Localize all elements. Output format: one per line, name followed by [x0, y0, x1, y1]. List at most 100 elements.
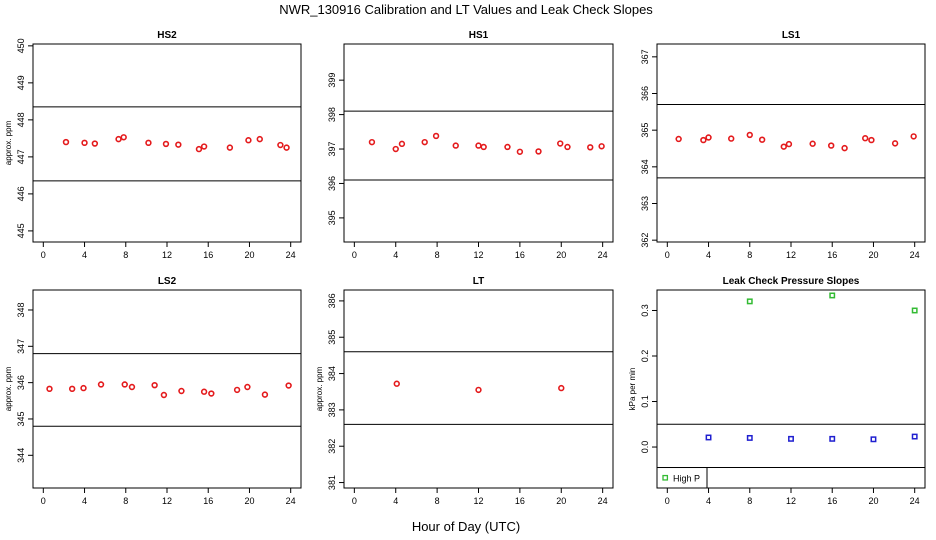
data-point	[283, 144, 290, 151]
y-axis-label: approx. ppm	[4, 366, 13, 411]
y-tick-label: 345	[16, 411, 26, 426]
y-tick-label: 397	[327, 142, 337, 157]
x-tick-label: 24	[598, 250, 608, 260]
data-point	[788, 435, 794, 442]
y-tick-label: 445	[16, 223, 26, 238]
data-point	[675, 135, 682, 143]
data-point	[587, 144, 594, 151]
plot-frame	[656, 289, 926, 489]
y-tick-label: 385	[327, 330, 337, 345]
y-tick-label: 0.0	[640, 441, 650, 454]
y-tick-label: 381	[327, 475, 337, 490]
x-tick-label: 20	[244, 250, 254, 260]
legend-label: High P	[673, 473, 700, 483]
data-point	[178, 387, 185, 395]
y-tick-label: 366	[640, 86, 650, 101]
data-point	[516, 148, 524, 155]
panel-lt: LT 0 4 8 12 16 20 24 381 382 383 384 385 386 approx. p…	[315, 276, 614, 506]
y-tick-label: 363	[640, 196, 650, 211]
y-tick-label: 449	[16, 75, 26, 90]
data-point	[504, 143, 511, 151]
y-axis-label: approx. ppm	[315, 366, 324, 411]
y-tick-label: 447	[16, 149, 26, 164]
data-point	[208, 390, 215, 397]
x-tick-label: 20	[244, 496, 254, 506]
data-point	[233, 386, 241, 394]
panel-title: Leak Check Pressure Slopes	[723, 276, 860, 287]
data-point	[558, 384, 565, 392]
data-point	[46, 385, 53, 393]
x-tick-label: 20	[868, 496, 878, 506]
series	[746, 292, 918, 314]
data-point	[700, 136, 707, 144]
x-tick-label: 12	[786, 250, 796, 260]
panel-title: LT	[473, 276, 484, 287]
y-tick-label: 446	[16, 186, 26, 201]
y-tick-label: 348	[16, 302, 26, 317]
y-tick-label: 395	[327, 210, 337, 225]
y-axis-label: kPa per min	[628, 368, 637, 411]
data-point	[245, 137, 252, 144]
x-tick-label: 4	[706, 250, 711, 260]
data-point	[841, 144, 848, 152]
y-tick-label: 365	[640, 123, 650, 138]
data-point	[162, 140, 170, 148]
y-tick-label: 347	[16, 339, 26, 354]
panel-title: LS1	[782, 30, 801, 41]
x-tick-label: 8	[747, 496, 752, 506]
plot-frame	[32, 289, 302, 489]
data-point	[115, 135, 122, 143]
x-tick-label: 0	[352, 496, 357, 506]
x-tick-label: 0	[352, 250, 357, 260]
data-point	[746, 434, 753, 441]
legend-box	[656, 467, 708, 489]
x-tick-label: 20	[868, 250, 878, 260]
data-point	[244, 383, 251, 391]
y-tick-label: 344	[16, 448, 26, 463]
data-point	[829, 435, 836, 442]
panel-ls2: LS2 0 4 8 12 16 20 24 344 345 346 347 348 approx. ppm	[4, 276, 302, 506]
data-point	[758, 136, 766, 143]
x-tick-label: 4	[82, 496, 87, 506]
data-point	[728, 135, 735, 142]
x-tick-label: 24	[286, 250, 296, 260]
data-point	[746, 298, 753, 305]
series	[705, 433, 918, 443]
x-tick-label: 20	[556, 496, 566, 506]
x-tick-label: 0	[41, 496, 46, 506]
x-tick-label: 16	[203, 250, 213, 260]
x-tick-label: 0	[665, 496, 670, 506]
data-point	[870, 436, 877, 443]
panel-title: HS2	[157, 30, 177, 41]
data-point	[746, 131, 753, 139]
data-point	[421, 138, 428, 146]
x-tick-label: 12	[162, 496, 172, 506]
x-tick-label: 4	[393, 250, 398, 260]
data-point	[62, 138, 70, 146]
x-tick-label: 8	[435, 250, 440, 260]
data-point	[68, 385, 76, 393]
data-point	[195, 145, 203, 153]
data-point	[261, 391, 269, 398]
y-tick-label: 384	[327, 366, 337, 381]
x-tick-label: 8	[123, 250, 128, 260]
figure-xlabel: Hour of Day (UTC)	[412, 519, 520, 534]
y-tick-label: 396	[327, 176, 337, 191]
data-point	[120, 134, 127, 141]
data-point	[392, 145, 399, 153]
data-point	[91, 140, 99, 147]
data-point	[868, 136, 875, 144]
y-tick-label: 399	[327, 73, 337, 88]
series	[46, 381, 292, 399]
series	[368, 132, 605, 155]
y-axis-label: approx. ppm	[4, 120, 13, 165]
x-tick-label: 16	[827, 250, 837, 260]
data-point	[80, 384, 87, 392]
data-point	[829, 292, 836, 299]
y-tick-label: 448	[16, 112, 26, 127]
x-tick-label: 16	[203, 496, 213, 506]
data-point	[862, 135, 869, 142]
x-tick-label: 16	[515, 496, 525, 506]
data-point	[200, 143, 208, 150]
